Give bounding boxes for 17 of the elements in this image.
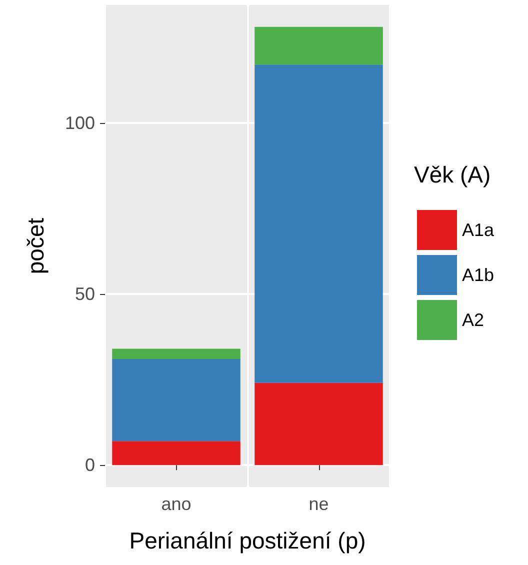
x-axis-title: Perianální postižení (p) (129, 528, 366, 554)
bar (112, 441, 240, 466)
y-axis-title: počet (22, 217, 48, 274)
bar (112, 358, 240, 442)
x-tick-label: ne (308, 494, 329, 514)
legend-label: A1a (462, 220, 496, 240)
bar (112, 348, 240, 359)
x-tick-label: ano (161, 494, 192, 514)
bar (254, 64, 383, 383)
bar (254, 26, 383, 65)
y-tick-label: 0 (84, 455, 95, 476)
bar (254, 382, 383, 466)
y-tick-label: 50 (74, 284, 95, 304)
y-tick-label: 100 (64, 112, 95, 133)
legend-label: A1b (462, 265, 494, 285)
legend-title: Věk (A) (414, 162, 491, 188)
legend-label: A2 (462, 310, 484, 330)
